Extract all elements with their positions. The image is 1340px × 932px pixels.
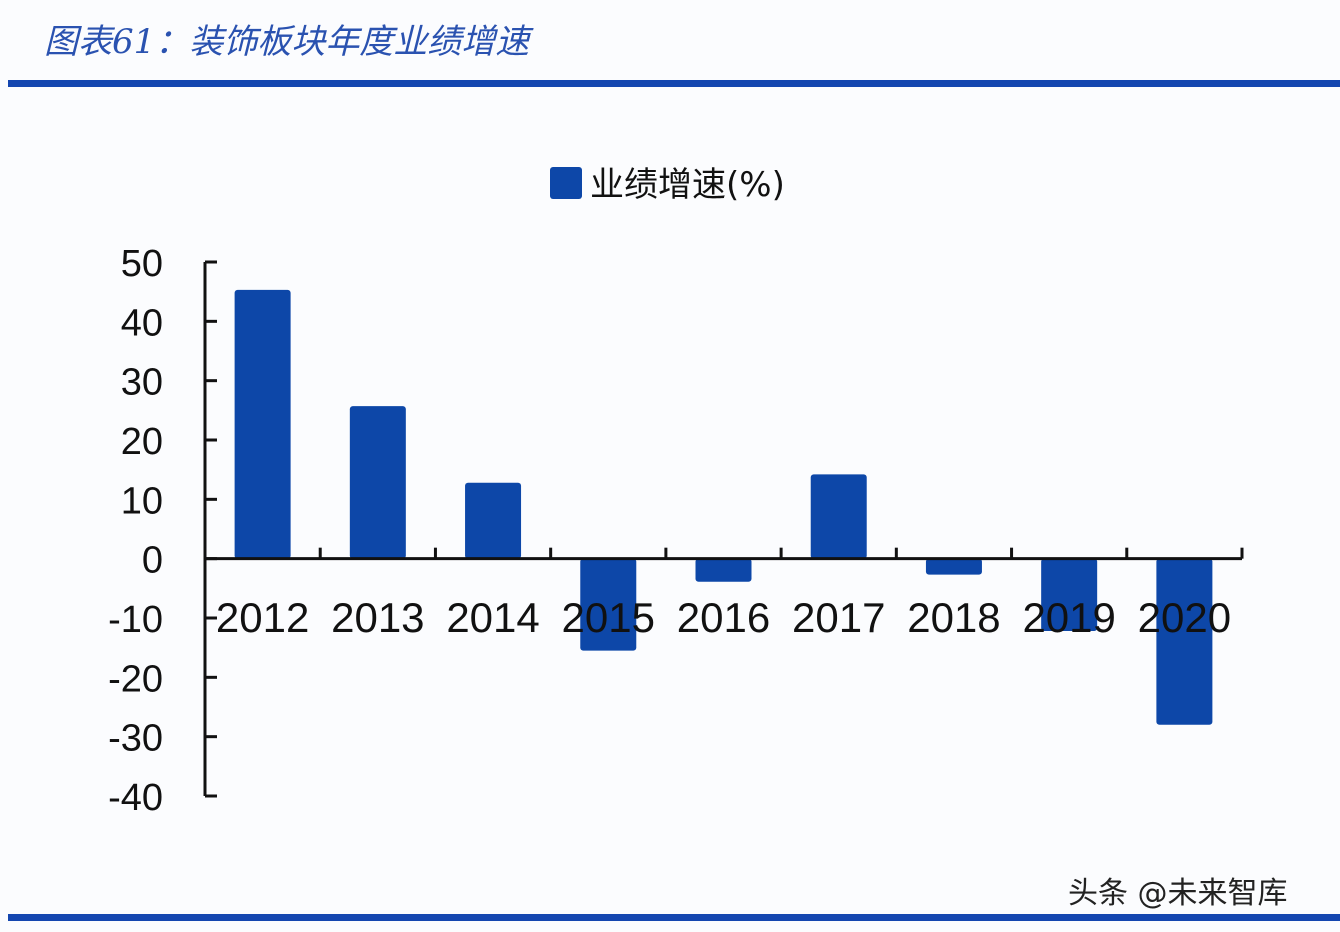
y-tick-label: 50 xyxy=(121,243,163,285)
bar-2015 xyxy=(580,558,637,651)
x-tick-label: 2020 xyxy=(1138,594,1231,641)
bar-2017 xyxy=(810,474,867,559)
legend-label: 业绩增速(%) xyxy=(590,165,785,205)
x-tick-label: 2018 xyxy=(907,594,1000,641)
y-tick-label: -30 xyxy=(108,718,163,760)
x-tick-label: 2013 xyxy=(331,594,424,641)
y-tick-label: -10 xyxy=(108,599,163,641)
bar-2014 xyxy=(465,482,522,559)
figure-title: 图表61：装饰板块年度业绩增速 xyxy=(44,22,530,62)
y-tick-label: 10 xyxy=(121,480,163,522)
y-tick-label: 40 xyxy=(121,302,163,344)
bottom-rule xyxy=(8,914,1340,921)
x-tick-label: 2017 xyxy=(792,594,885,641)
top-rule xyxy=(8,80,1340,87)
bar-2019 xyxy=(1041,558,1098,632)
x-tick-label: 2015 xyxy=(562,594,655,641)
y-tick-label: -40 xyxy=(108,777,163,819)
legend-swatch xyxy=(550,167,582,199)
y-tick-label: 20 xyxy=(121,421,163,463)
bar-2013 xyxy=(349,406,406,559)
x-tick-label: 2012 xyxy=(216,594,309,641)
x-tick-label: 2014 xyxy=(446,594,539,641)
bar-2012 xyxy=(234,289,291,559)
x-tick-label: 2016 xyxy=(677,594,770,641)
bar-2016 xyxy=(695,558,752,582)
y-tick-label: 0 xyxy=(142,540,163,582)
bar-2018 xyxy=(925,558,982,575)
x-tick-label: 2019 xyxy=(1022,594,1115,641)
watermark: 头条 @未来智库 xyxy=(1068,876,1288,911)
bar-2020 xyxy=(1156,558,1213,725)
y-tick-label: -20 xyxy=(108,658,163,700)
y-tick-label: 30 xyxy=(121,362,163,404)
